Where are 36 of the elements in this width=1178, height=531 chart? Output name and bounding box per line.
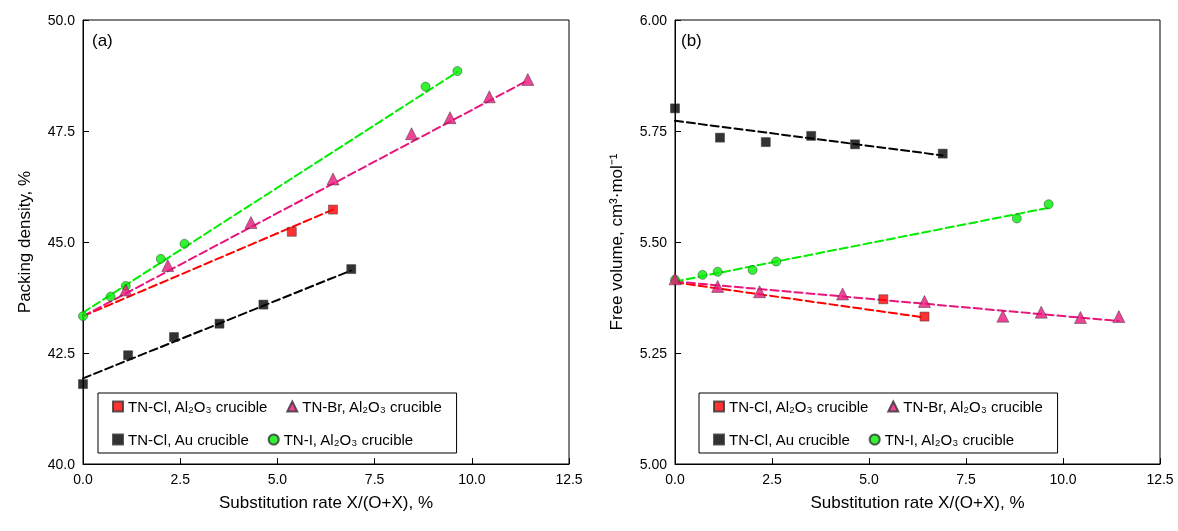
legend-label: TN-I, Al₂O₃ crucible <box>884 431 1015 448</box>
legend-label: TN-I, Al₂O₃ crucible <box>283 431 414 448</box>
x-tick-label: 2.5 <box>762 471 782 487</box>
legend-label: TN-Cl, Al₂O₃ crucible <box>128 398 268 415</box>
x-tick-label: 7.5 <box>956 471 976 487</box>
y-tick-label: 6.00 <box>639 12 668 28</box>
y-tick-label: 5.00 <box>639 456 668 472</box>
x-tick-label: 10.0 <box>1049 471 1077 487</box>
annotation: (b) <box>681 31 702 50</box>
x-axis-title: Substitution rate X/(O+X), % <box>810 493 1025 512</box>
y-tick-label: 5.50 <box>639 234 668 250</box>
legend-label: TN-Cl, Al₂O₃ crucible <box>729 398 869 415</box>
x-tick-label: 10.0 <box>458 471 486 487</box>
legend-label: TN-Cl, Au crucible <box>729 431 850 448</box>
y-axis-title: Free volume, cm³·mol⁻¹ <box>607 153 626 331</box>
y-tick-label: 5.75 <box>639 123 668 139</box>
y-tick-label: 40.0 <box>47 456 76 472</box>
y-axis-title: Packing density, % <box>15 170 34 314</box>
y-tick-label: 42.5 <box>47 345 76 361</box>
annotation: (a) <box>92 31 113 50</box>
x-tick-label: 2.5 <box>170 471 191 487</box>
x-tick-label: 5.0 <box>859 471 879 487</box>
x-tick-label: 0.0 <box>73 471 93 487</box>
x-tick-label: 7.5 <box>364 471 385 487</box>
legend-label: TN-Br, Al₂O₃ crucible <box>903 398 1043 415</box>
y-tick-label: 5.25 <box>639 345 668 361</box>
x-tick-label: 12.5 <box>555 471 583 487</box>
y-tick-label: 47.5 <box>47 123 76 139</box>
y-tick-label: 45.0 <box>47 234 76 250</box>
y-tick-label: 50.0 <box>47 12 76 28</box>
x-tick-label: 5.0 <box>267 471 288 487</box>
x-tick-label: 12.5 <box>1146 471 1174 487</box>
x-tick-label: 0.0 <box>665 471 685 487</box>
x-axis-title: Substitution rate X/(O+X), % <box>218 493 434 512</box>
legend-label: TN-Br, Al₂O₃ crucible <box>302 398 442 415</box>
legend-label: TN-Cl, Au crucible <box>128 431 249 448</box>
